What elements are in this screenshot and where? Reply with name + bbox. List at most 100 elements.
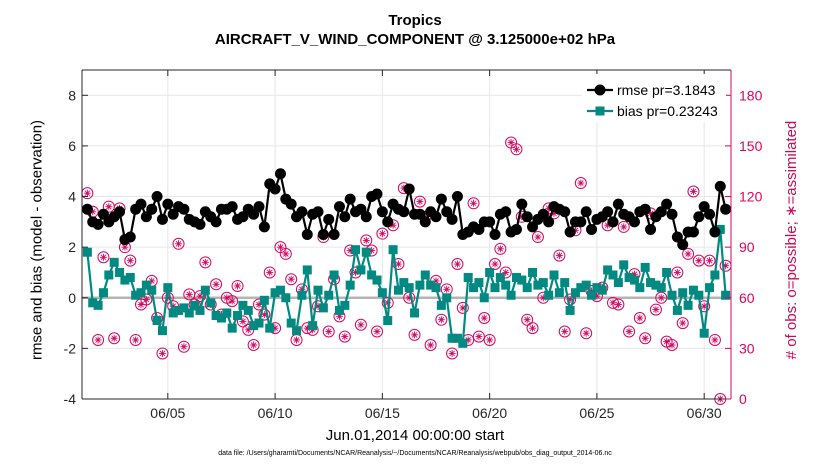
bias-point [249,321,259,331]
bias-point [302,265,312,275]
rmse-point [328,229,340,240]
obs-possible-circle [521,313,534,326]
obs-count-marker [467,197,480,210]
legend-rmse-marker [594,84,606,96]
rmse-point [677,239,689,251]
obs-assimilated-asterisk [148,277,156,285]
obs-assimilated-asterisk [700,302,708,310]
bias-point [694,290,704,300]
obs-count-marker [676,317,689,330]
bias-point [345,280,355,290]
rmse-point [639,203,651,215]
obs-possible-circle [472,330,485,343]
obs-count-marker [172,237,185,250]
obs-assimilated-asterisk [684,250,692,258]
bias-point [511,273,521,283]
obs-assimilated-asterisk [566,295,574,303]
obs-assimilated-asterisk [169,302,177,310]
bias-point [517,275,527,285]
bias-point [115,267,125,277]
x-tick-label: 06/20 [472,405,507,421]
data-file-footer: data file: /Users/gharamti/Documents/NCA… [218,450,612,457]
bias-point [200,285,210,295]
obs-possible-circle [124,254,137,267]
rmse-point [226,201,238,213]
obs-assimilated-asterisk [352,268,360,276]
obs-possible-circle [708,333,721,346]
obs-assimilated-asterisk [196,292,204,300]
rmse-point [564,226,576,238]
obs-possible-circle [617,220,630,233]
obs-assimilated-asterisk [663,338,671,346]
y-tick-label-right: 180 [739,87,763,103]
bias-point [420,270,430,280]
obs-count-marker [408,328,421,341]
bias-point [458,338,468,348]
rmse-point [124,231,136,243]
obs-assimilated-asterisk [255,301,263,309]
y-tick-label-left: -4 [64,391,77,407]
obs-assimilated-asterisk [625,328,633,336]
obs-count-marker [494,242,507,255]
obs-count-marker [574,177,587,190]
obs-assimilated-asterisk [405,294,413,302]
obs-count-marker [703,254,716,267]
bias-point [163,283,173,293]
bias-point [576,283,586,293]
obs-possible-circle [285,273,298,286]
obs-assimilated-asterisk [647,209,655,217]
rmse-point [537,208,549,220]
bias-point [361,247,371,257]
bias-point [646,278,656,288]
rmse-point [97,208,109,220]
obs-assimilated-asterisk [266,268,274,276]
obs-assimilated-asterisk [512,145,520,153]
bias-point [152,316,162,326]
obs-count-marker [617,220,630,233]
rmse-point [612,198,624,210]
rmse-point [167,208,179,220]
obs-possible-circle [258,308,271,321]
bias-point [286,318,296,328]
rmse-point [382,216,394,228]
obs-count-marker [156,347,169,360]
rmse-point [671,231,683,243]
obs-possible-circle [666,339,678,352]
obs-count-marker [483,333,496,346]
rmse-point [92,218,104,230]
obs-count-marker [553,249,566,262]
obs-possible-circle [322,325,335,338]
chart-title: Tropics [388,12,442,29]
obs-assimilated-asterisk [142,295,150,303]
bias-point [613,278,623,288]
obs-possible-circle [494,242,507,255]
obs-possible-circle [231,279,244,292]
obs-assimilated-asterisk [83,189,91,197]
rmse-point [441,206,453,218]
rmse-point [645,223,657,235]
obs-assimilated-asterisk [582,329,590,337]
rmse-point [419,216,431,228]
obs-possible-circle [446,347,459,360]
obs-assimilated-asterisk [673,268,681,276]
obs-possible-circle [682,247,695,260]
obs-possible-circle [456,301,469,314]
bias-point [688,285,698,295]
rmse-point [473,223,485,235]
rmse-point [162,198,174,210]
bias-point [415,280,425,290]
bias-point [715,224,725,234]
rmse-point [285,198,297,210]
bias-point [340,300,350,310]
obs-count-marker [472,330,485,343]
obs-assimilated-asterisk [137,301,145,309]
obs-count-marker [612,298,625,311]
obs-count-marker [655,291,668,304]
bias-point [721,290,731,300]
obs-possible-circle [279,247,292,260]
bias-point [238,300,248,310]
obs-possible-circle [531,231,544,244]
rmse-point [510,223,522,235]
bias-point [619,260,629,270]
obs-assimilated-asterisk [502,268,510,276]
